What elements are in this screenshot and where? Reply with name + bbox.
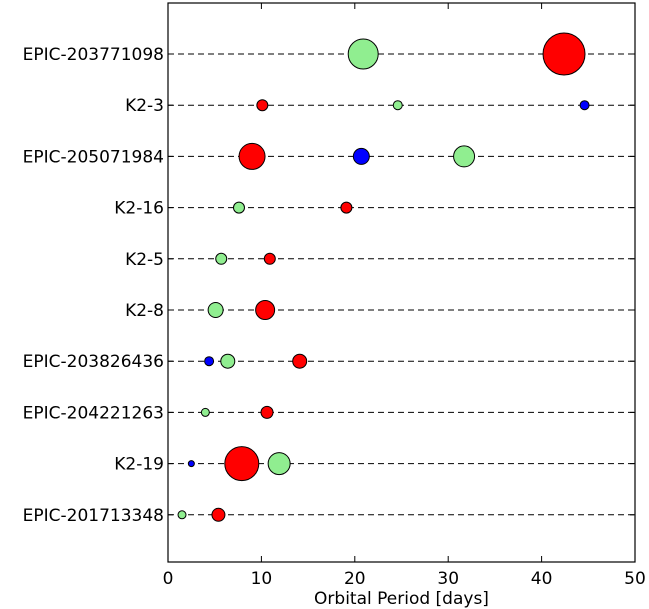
planet-point-k2-3-1 <box>256 99 269 112</box>
planet-points <box>177 32 590 522</box>
system-label-k2-16: K2-16 <box>114 199 164 219</box>
planet-point-epic-205071984-2 <box>352 147 370 165</box>
guide-lines <box>168 53 635 516</box>
planet-point-k2-16-1 <box>232 201 245 214</box>
system-label-epic-203826436: EPIC-203826436 <box>23 352 164 372</box>
plot-frame <box>167 2 636 563</box>
planet-point-epic-204221263-1 <box>200 407 210 417</box>
system-label-k2-8: K2-8 <box>125 301 164 321</box>
planet-point-k2-16-2 <box>340 201 353 214</box>
x-tick-label: 30 <box>437 569 459 589</box>
planet-point-epic-203826436-1 <box>204 356 215 367</box>
planet-point-k2-5-1 <box>215 252 228 265</box>
x-ticks: 0 10 20 30 40 50 <box>163 3 646 589</box>
planet-point-k2-8-1 <box>207 302 224 318</box>
x-tick-label: 40 <box>531 569 553 589</box>
planet-point-epic-205071984-3 <box>453 145 476 168</box>
system-labels: EPIC-203771098 K2-3 EPIC-205071984 K2-16 K2-… <box>23 45 164 526</box>
planet-point-k2-3-3 <box>579 100 590 111</box>
planet-point-epic-203826436-3 <box>292 353 308 369</box>
planet-point-k2-19-1 <box>187 460 195 468</box>
system-label-k2-19: K2-19 <box>114 455 164 475</box>
planet-point-epic-201713348-2 <box>211 507 226 522</box>
system-label-k2-5: K2-5 <box>125 250 164 270</box>
planet-point-k2-19-2 <box>224 446 260 482</box>
x-tick-label: 20 <box>344 569 366 589</box>
x-tick-label: 50 <box>624 569 646 589</box>
planet-point-epic-203771098-2 <box>542 32 586 76</box>
x-tick-label: 0 <box>163 569 174 589</box>
planet-point-epic-205071984-1 <box>238 142 266 170</box>
planet-point-k2-5-2 <box>263 252 276 265</box>
planet-point-epic-203826436-2 <box>220 353 236 369</box>
x-tick-label: 10 <box>251 569 273 589</box>
x-axis-label: Orbital Period [days] <box>314 589 489 609</box>
system-label-epic-201713348: EPIC-201713348 <box>23 506 164 526</box>
planet-point-epic-204221263-2 <box>260 405 274 419</box>
planet-point-epic-201713348-1 <box>177 510 187 520</box>
system-label-epic-203771098: EPIC-203771098 <box>23 45 164 65</box>
planet-point-k2-3-2 <box>392 100 403 111</box>
system-label-k2-3: K2-3 <box>125 96 164 116</box>
system-label-epic-205071984: EPIC-205071984 <box>23 147 164 167</box>
planet-point-epic-203771098-1 <box>347 38 379 70</box>
system-label-epic-204221263: EPIC-204221263 <box>23 403 164 423</box>
planet-point-k2-8-2 <box>255 300 276 320</box>
planet-point-k2-19-3 <box>267 452 291 476</box>
